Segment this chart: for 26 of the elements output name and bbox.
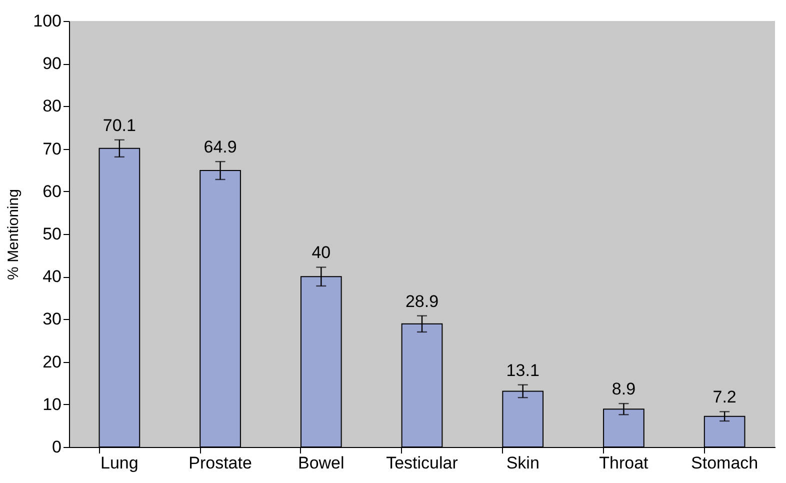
y-tick-label: 60 [42,182,62,201]
y-tick-label: 20 [42,352,62,372]
y-axis-title: % Mentioning [5,189,22,280]
y-tick-label: 90 [42,54,62,74]
x-tick-label: Skin [506,454,540,472]
x-tick-label: Testicular [386,454,458,472]
data-label: 8.9 [612,380,636,399]
y-tick-label: 10 [42,394,62,414]
data-label: 64.9 [204,138,237,157]
y-tick-label: 40 [42,267,62,286]
y-tick-label: 50 [42,224,62,244]
x-tick-label: Prostate [188,454,252,472]
x-tick-label: Bowel [298,454,344,472]
data-label: 70.1 [102,116,136,135]
y-tick-label: 100 [33,12,62,30]
x-tick-label: Lung [100,454,138,472]
data-label: 28.9 [405,292,439,311]
y-tick-label: 70 [42,139,62,158]
data-label: 7.2 [712,388,736,407]
x-tick-label: Stomach [691,454,758,472]
y-tick-label: 30 [42,310,62,329]
y-tick-label: 80 [42,96,62,116]
data-label: 13.1 [506,360,540,380]
x-tick-label: Throat [599,454,649,472]
data-label: 40 [312,243,331,262]
y-tick-label: 0 [52,438,62,456]
